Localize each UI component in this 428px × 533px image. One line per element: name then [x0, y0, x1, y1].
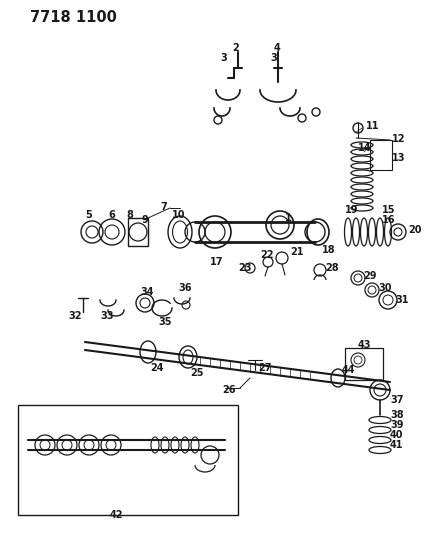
Text: 44: 44 — [342, 365, 356, 375]
Text: 9: 9 — [142, 215, 149, 225]
Text: 40: 40 — [390, 430, 404, 440]
Text: 3: 3 — [270, 53, 277, 63]
Text: 27: 27 — [258, 363, 271, 373]
Text: 8: 8 — [126, 210, 133, 220]
Text: 36: 36 — [178, 283, 191, 293]
Text: 7718 1100: 7718 1100 — [30, 11, 117, 26]
Text: 22: 22 — [260, 250, 273, 260]
Text: 5: 5 — [85, 210, 92, 220]
Text: 43: 43 — [358, 340, 372, 350]
Text: 29: 29 — [363, 271, 377, 281]
Text: 14: 14 — [358, 143, 372, 153]
Text: 17: 17 — [210, 257, 223, 267]
Text: 2: 2 — [232, 43, 239, 53]
Text: 13: 13 — [392, 153, 405, 163]
Text: 42: 42 — [110, 510, 124, 520]
Text: 15: 15 — [382, 205, 395, 215]
Text: 11: 11 — [366, 121, 380, 131]
Text: 19: 19 — [345, 205, 359, 215]
Text: 28: 28 — [325, 263, 339, 273]
Text: 12: 12 — [392, 134, 405, 144]
Text: 6: 6 — [108, 210, 115, 220]
Text: 7: 7 — [160, 202, 167, 212]
Text: 41: 41 — [390, 440, 404, 450]
Bar — [370, 140, 392, 170]
Text: 24: 24 — [150, 363, 163, 373]
Bar — [345, 348, 383, 380]
Text: 4: 4 — [274, 43, 281, 53]
Text: 10: 10 — [172, 210, 185, 220]
Text: 38: 38 — [390, 410, 404, 420]
Text: 34: 34 — [140, 287, 154, 297]
Text: 30: 30 — [378, 283, 392, 293]
Bar — [18, 405, 238, 515]
Text: 37: 37 — [390, 395, 404, 405]
Text: 16: 16 — [382, 215, 395, 225]
Text: 23: 23 — [238, 263, 252, 273]
Text: 31: 31 — [395, 295, 408, 305]
Text: 33: 33 — [100, 311, 113, 321]
Bar — [128, 218, 148, 246]
Text: 32: 32 — [68, 311, 81, 321]
Text: 25: 25 — [190, 368, 203, 378]
Text: 1: 1 — [285, 213, 292, 223]
Text: 21: 21 — [290, 247, 303, 257]
Text: 39: 39 — [390, 420, 404, 430]
Text: 35: 35 — [158, 317, 172, 327]
Text: 20: 20 — [408, 225, 422, 235]
Text: 18: 18 — [322, 245, 336, 255]
Text: 3: 3 — [220, 53, 227, 63]
Text: 26: 26 — [222, 385, 235, 395]
